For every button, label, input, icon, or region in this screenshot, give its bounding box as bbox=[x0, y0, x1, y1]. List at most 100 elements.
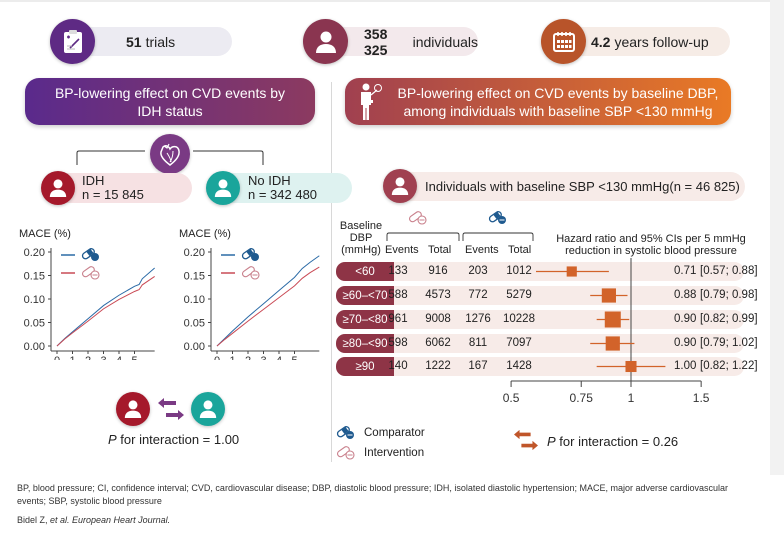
right-banner: BP-lowering effect on CVD events by base… bbox=[345, 78, 731, 125]
cell-comp-events: 1276 bbox=[465, 313, 491, 325]
person-icon bbox=[41, 171, 75, 205]
table-row bbox=[336, 334, 744, 353]
person-icon bbox=[383, 169, 417, 203]
x-tick-label: 0.75 bbox=[570, 391, 594, 405]
stat-follow-up-label: years follow-up bbox=[614, 33, 709, 50]
hr-header: Hazard ratio and 95% CIs per 5 mmHg redu… bbox=[556, 233, 746, 257]
person-icon bbox=[116, 392, 150, 426]
x-tick-label: 0.5 bbox=[503, 391, 520, 405]
forest-plot: 0.5 0.75 1 1.5 bbox=[503, 258, 710, 405]
comp-total-header: Total bbox=[508, 244, 532, 256]
cell-int-total: 4573 bbox=[425, 289, 451, 301]
group-idh-name: IDH bbox=[82, 173, 105, 188]
subgroup-pill-bold: Individuals with baseline SBP <130 mmHg bbox=[425, 179, 670, 194]
series-line-comparator bbox=[56, 267, 155, 347]
stat-trials-number: 51 bbox=[126, 33, 142, 50]
x-tick-label: 1 bbox=[69, 355, 75, 360]
cell-comp-total: 1012 bbox=[506, 265, 532, 277]
y-tick-label: 0.00 bbox=[184, 341, 205, 353]
x-tick-label: 2 bbox=[245, 355, 251, 360]
hr-value: 0.71 bbox=[674, 265, 697, 277]
y-tick-label: 0.05 bbox=[24, 318, 45, 330]
group-no-idh: No IDH n = 342 480 bbox=[218, 173, 352, 203]
stat-trials-label: trials bbox=[145, 33, 176, 50]
x-tick-label: 1 bbox=[229, 355, 235, 360]
cell-comp-total: 10228 bbox=[503, 313, 535, 325]
x-tick-label: 3 bbox=[100, 355, 106, 360]
group-idh: IDH n = 15 845 bbox=[52, 173, 192, 203]
citation-journal: et al. European Heart Journal. bbox=[50, 515, 171, 525]
p-interaction-left: P for interaction = 1.00 bbox=[108, 432, 239, 447]
ci-value: [0.82; 0.99] bbox=[700, 313, 758, 325]
pill-filled-icon bbox=[488, 210, 508, 231]
abbreviations: BP, blood pressure; CI, confidence inter… bbox=[17, 482, 767, 508]
group-no-idh-n: n = 342 480 bbox=[248, 187, 318, 202]
cell-int-events: 133 bbox=[388, 265, 408, 277]
table-row bbox=[336, 286, 744, 305]
legend-intervention-label: Intervention bbox=[364, 447, 425, 459]
p-interaction-left-text: for interaction = 1.00 bbox=[116, 432, 240, 447]
abbreviations-line1: BP, blood pressure; CI, confidence inter… bbox=[17, 483, 729, 493]
hr-value: 1.00 bbox=[674, 360, 697, 372]
cell-comp-total: 7097 bbox=[506, 337, 532, 349]
cell-comp-total: 5279 bbox=[506, 289, 532, 301]
pill-outline-icon bbox=[241, 266, 260, 280]
cell-int-total: 916 bbox=[428, 265, 448, 277]
cell-int-events: 588 bbox=[388, 289, 408, 301]
person-icon bbox=[191, 392, 225, 426]
x-tick-label: 4 bbox=[116, 355, 122, 360]
dbp-category: ≥60–<70 bbox=[336, 286, 394, 305]
comp-events-header: Events bbox=[465, 244, 499, 256]
hr-header-line2: reduction in systolic blood pressure bbox=[565, 245, 737, 257]
x-tick-label: 2 bbox=[85, 355, 91, 360]
cell-comp-events: 203 bbox=[468, 265, 488, 277]
table-row bbox=[336, 310, 744, 329]
y-tick-label: 0.05 bbox=[184, 318, 205, 330]
legend-intervention: Intervention bbox=[336, 445, 424, 461]
y-tick-label: 0.15 bbox=[184, 271, 205, 283]
table-row bbox=[336, 357, 744, 376]
dbp-category: ≥80–<90 bbox=[336, 334, 394, 353]
column-brackets bbox=[386, 232, 534, 241]
doctor-icon bbox=[358, 82, 386, 127]
group-idh-n: n = 15 845 bbox=[82, 187, 144, 202]
cell-int-events: 140 bbox=[388, 360, 408, 372]
group-no-idh-name: No IDH bbox=[248, 173, 291, 188]
series-line-intervention bbox=[56, 276, 155, 347]
series-line-comparator bbox=[216, 255, 320, 347]
dbp-category: ≥90 bbox=[336, 357, 394, 376]
swap-arrows-icon bbox=[156, 396, 186, 427]
stat-individuals-number: 358 325 bbox=[364, 25, 388, 58]
series-line-intervention bbox=[216, 266, 320, 347]
p-symbol: P bbox=[108, 432, 117, 447]
clipboard-icon bbox=[50, 19, 95, 64]
hr-marker bbox=[601, 288, 616, 303]
y-tick-label: 0.10 bbox=[24, 294, 45, 306]
pill-filled-icon bbox=[81, 248, 99, 261]
panel-divider bbox=[331, 82, 332, 462]
hr-value: 0.90 bbox=[674, 313, 697, 325]
hr-marker bbox=[605, 336, 620, 351]
x-tick-label: 1 bbox=[628, 391, 635, 405]
cell-comp-events: 811 bbox=[468, 337, 488, 349]
cell-int-total: 1222 bbox=[425, 360, 451, 372]
baseline-dbp-header: Baseline DBP (mmHg) bbox=[336, 220, 386, 256]
cell-comp-events: 772 bbox=[468, 289, 488, 301]
swap-arrows-icon bbox=[512, 428, 540, 457]
x-tick-label: 3 bbox=[260, 355, 266, 360]
baseline-header-line3: (mmHg) bbox=[341, 244, 381, 256]
x-tick-label: 1.5 bbox=[693, 391, 710, 405]
pill-outline-icon bbox=[408, 210, 428, 231]
group-bracket bbox=[76, 150, 264, 165]
int-total-header: Total bbox=[428, 244, 452, 256]
subgroup-pill: Individuals with baseline SBP <130 mmHg … bbox=[393, 172, 745, 201]
hr-value: 0.88 bbox=[674, 289, 697, 301]
left-banner-line1: BP-lowering effect on CVD events by bbox=[54, 84, 286, 101]
chart-idh: MACE (%)0.000.050.100.150.20012345Follow… bbox=[19, 228, 155, 360]
int-events-header: Events bbox=[385, 244, 419, 256]
y-tick-label: 0.20 bbox=[184, 247, 205, 259]
p-symbol: P bbox=[547, 434, 556, 449]
y-tick-label: 0.15 bbox=[24, 271, 45, 283]
pill-filled-icon bbox=[336, 426, 354, 439]
p-interaction-right: P for interaction = 0.26 bbox=[547, 434, 678, 449]
